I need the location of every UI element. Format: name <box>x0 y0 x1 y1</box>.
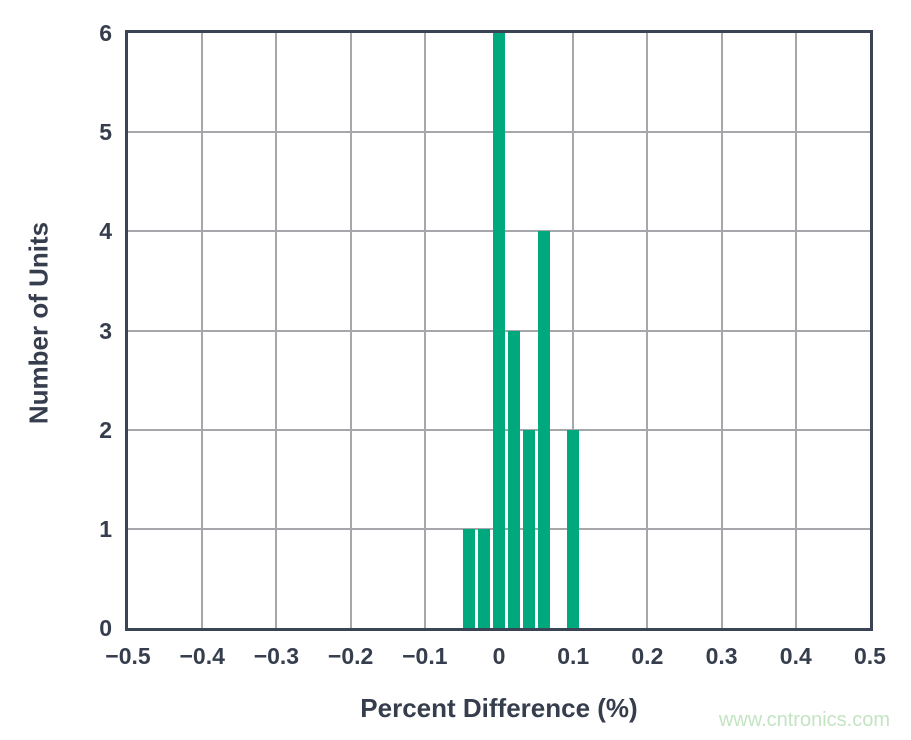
x-tick-label: −0.4 <box>179 643 225 669</box>
v-gridline <box>572 33 575 628</box>
y-tick-label: 0 <box>99 615 112 641</box>
histogram-bar <box>493 33 505 628</box>
x-tick-label: 0.2 <box>631 643 664 669</box>
y-tick-label: 2 <box>99 416 112 443</box>
v-gridline <box>275 33 278 628</box>
x-tick-label: 0.5 <box>854 643 886 669</box>
plot-area <box>125 30 873 631</box>
v-gridline <box>794 33 797 628</box>
histogram-bar <box>537 231 550 628</box>
x-tick-label: 0 <box>492 643 506 669</box>
v-gridline <box>720 33 723 628</box>
y-tick-label: 6 <box>99 20 112 46</box>
x-tick-label: 0.1 <box>557 643 590 669</box>
x-tick-label: −0.1 <box>402 643 448 669</box>
histogram-bar <box>463 528 476 628</box>
x-tick-label: −0.5 <box>105 643 151 669</box>
v-gridline <box>646 33 649 628</box>
watermark-text: www.cntronics.com <box>718 709 890 731</box>
y-tick-label: 4 <box>99 218 112 245</box>
y-tick-label: 5 <box>99 119 112 146</box>
v-gridline <box>423 33 426 628</box>
v-gridline <box>349 33 352 628</box>
x-tick-label: −0.2 <box>327 643 374 669</box>
x-tick-label: 0.4 <box>779 643 812 669</box>
x-tick-label: 0.3 <box>705 643 738 669</box>
y-tick-label: 3 <box>99 317 112 344</box>
histogram-bar <box>567 429 580 628</box>
v-gridline <box>201 33 204 628</box>
y-tick-label: 1 <box>99 515 112 542</box>
histogram-bar <box>478 528 491 628</box>
y-axis-title: Number of Units <box>23 221 54 425</box>
x-axis-title: Percent Difference (%) <box>360 693 638 723</box>
x-tick-label: −0.3 <box>253 643 300 669</box>
histogram-bar <box>522 429 535 628</box>
histogram-bar <box>507 330 520 628</box>
